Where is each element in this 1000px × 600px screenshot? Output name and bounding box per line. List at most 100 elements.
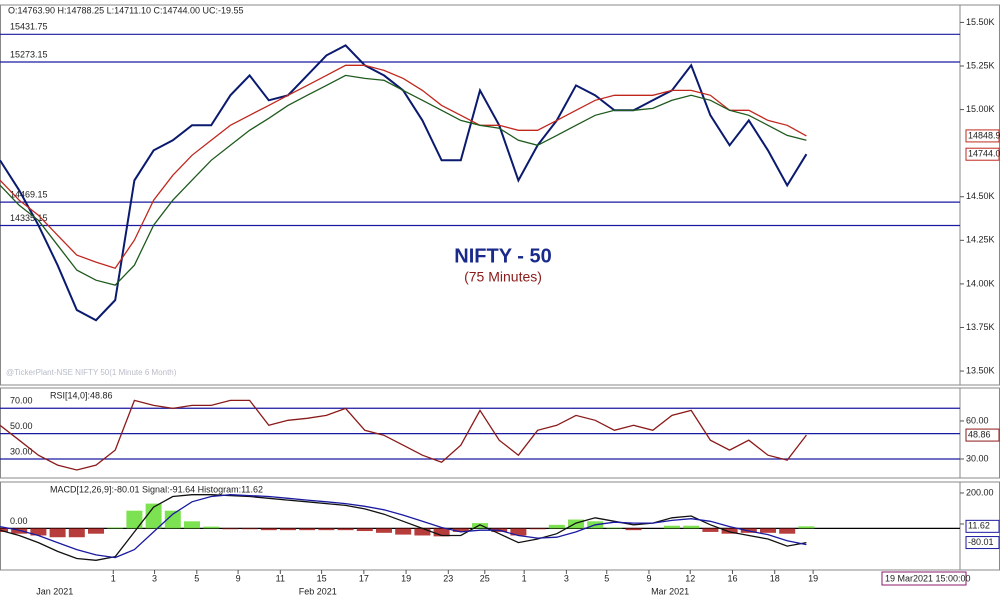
histogram-bar bbox=[702, 528, 719, 532]
histogram-bar bbox=[49, 528, 66, 538]
histogram-bar bbox=[203, 526, 220, 529]
x-tick-label: 5 bbox=[194, 573, 199, 583]
histogram-bar bbox=[568, 519, 584, 529]
histogram-bar bbox=[0, 528, 8, 532]
x-tick-label: 25 bbox=[480, 573, 490, 583]
level-label: 15431.75 bbox=[10, 22, 48, 32]
y-tick-label: 15.50K bbox=[966, 17, 995, 27]
y-tick-label: 14.50K bbox=[966, 191, 995, 201]
histogram-bar bbox=[222, 528, 239, 530]
y-tick-label: 13.75K bbox=[966, 322, 995, 332]
y-tick-label: 30.00 bbox=[966, 453, 989, 463]
last-value-label: 48.86 bbox=[968, 429, 991, 439]
x-tick-label: 15 bbox=[317, 573, 327, 583]
histogram-bar bbox=[337, 528, 354, 531]
histogram-bar bbox=[760, 528, 776, 533]
y-tick-label: 60.00 bbox=[966, 415, 989, 425]
histogram-bar bbox=[472, 523, 488, 529]
histogram-bar bbox=[126, 510, 143, 529]
cursor-date: 19 Mar2021 15:00:00 bbox=[885, 573, 971, 583]
x-tick-label: 1 bbox=[522, 573, 527, 583]
month-label: Feb 2021 bbox=[299, 586, 337, 596]
indicator-label: MACD[12,26,9]:-80.01 Signal:-91.64 Histo… bbox=[50, 484, 263, 494]
level-label: 15273.15 bbox=[10, 49, 48, 59]
x-tick-label: 17 bbox=[359, 573, 369, 583]
histogram-bar bbox=[241, 528, 258, 530]
level-label: 14469.15 bbox=[10, 189, 48, 199]
last-value-box bbox=[965, 428, 1000, 442]
cursor-date-box bbox=[881, 571, 967, 586]
histogram-bar bbox=[548, 524, 565, 529]
series-line bbox=[0, 74, 807, 286]
x-tick-label: 23 bbox=[443, 573, 453, 583]
level-label: 70.00 bbox=[10, 396, 33, 406]
level-label: 30.00 bbox=[10, 446, 33, 456]
x-tick-label: 1 bbox=[111, 573, 116, 583]
watermark: @TickerPlant-NSE NIFTY 50(1 Minute 6 Mon… bbox=[6, 368, 177, 377]
histogram-bar bbox=[68, 528, 85, 538]
chart-title: NIFTY - 50 bbox=[454, 245, 551, 267]
histogram-bar bbox=[164, 510, 181, 529]
histogram-bar bbox=[798, 526, 815, 529]
histogram-bar bbox=[452, 528, 469, 532]
histogram-bar bbox=[606, 527, 623, 529]
chart-subtitle: (75 Minutes) bbox=[464, 269, 542, 285]
histogram-bar bbox=[414, 528, 431, 536]
series-line bbox=[0, 64, 807, 269]
x-tick-label: 18 bbox=[770, 573, 780, 583]
last-value-label: 14848.9 bbox=[968, 130, 1000, 140]
histogram-bar bbox=[30, 528, 47, 536]
x-tick-label: 12 bbox=[685, 573, 695, 583]
y-tick-label: 15.00K bbox=[966, 104, 995, 114]
y-tick-label: 14.00K bbox=[966, 278, 995, 288]
histogram-bar bbox=[625, 528, 642, 531]
last-value-label: 14744.0 bbox=[968, 149, 1000, 159]
ohlc-header: O:14763.90 H:14788.25 L:14711.10 C:14744… bbox=[8, 5, 244, 15]
last-value-label: 11.62 bbox=[968, 521, 990, 531]
y-tick-label: 200.00 bbox=[966, 487, 994, 497]
last-value-box bbox=[965, 129, 1000, 143]
histogram-bar bbox=[88, 528, 104, 534]
histogram-bar bbox=[184, 521, 200, 529]
histogram-bar bbox=[510, 528, 527, 536]
x-tick-label: 5 bbox=[604, 573, 609, 583]
last-value-label: -80.01 bbox=[968, 537, 994, 547]
series-line bbox=[0, 494, 807, 559]
histogram-bar bbox=[356, 528, 373, 532]
histogram-bar bbox=[664, 525, 680, 529]
x-tick-label: 19 bbox=[808, 573, 818, 583]
x-tick-label: 9 bbox=[236, 573, 241, 583]
x-tick-label: 3 bbox=[152, 573, 157, 583]
x-tick-label: 9 bbox=[646, 573, 651, 583]
month-label: Jan 2021 bbox=[36, 586, 73, 596]
y-tick-label: 13.50K bbox=[966, 365, 995, 375]
month-label: Mar 2021 bbox=[651, 586, 689, 596]
indicator-label: RSI[14,0]:48.86 bbox=[50, 390, 113, 400]
level-label: 14335.15 bbox=[10, 213, 48, 223]
last-value-box bbox=[965, 536, 1000, 550]
x-tick-label: 3 bbox=[564, 573, 569, 583]
series-line bbox=[0, 399, 807, 471]
histogram-bar bbox=[395, 528, 412, 535]
histogram-bar bbox=[683, 525, 700, 529]
histogram-bar bbox=[318, 528, 335, 531]
level-label: 0.00 bbox=[10, 516, 28, 526]
histogram-bar bbox=[107, 527, 124, 529]
level-label: 50.00 bbox=[10, 421, 33, 431]
histogram-bar bbox=[433, 528, 450, 537]
histogram-bar bbox=[11, 528, 28, 534]
y-tick-label: 15.25K bbox=[966, 60, 995, 70]
series-line bbox=[0, 494, 807, 561]
y-tick-label: 14.25K bbox=[966, 235, 995, 245]
histogram-bar bbox=[721, 528, 738, 534]
x-tick-label: 16 bbox=[727, 573, 737, 583]
histogram-bar bbox=[280, 528, 296, 531]
last-value-box bbox=[965, 147, 1000, 161]
last-value-box bbox=[965, 519, 1000, 533]
histogram-bar bbox=[779, 528, 796, 534]
x-tick-label: 11 bbox=[276, 573, 285, 583]
histogram-bar bbox=[260, 528, 277, 531]
histogram-bar bbox=[299, 528, 316, 531]
histogram-bar bbox=[529, 528, 546, 530]
